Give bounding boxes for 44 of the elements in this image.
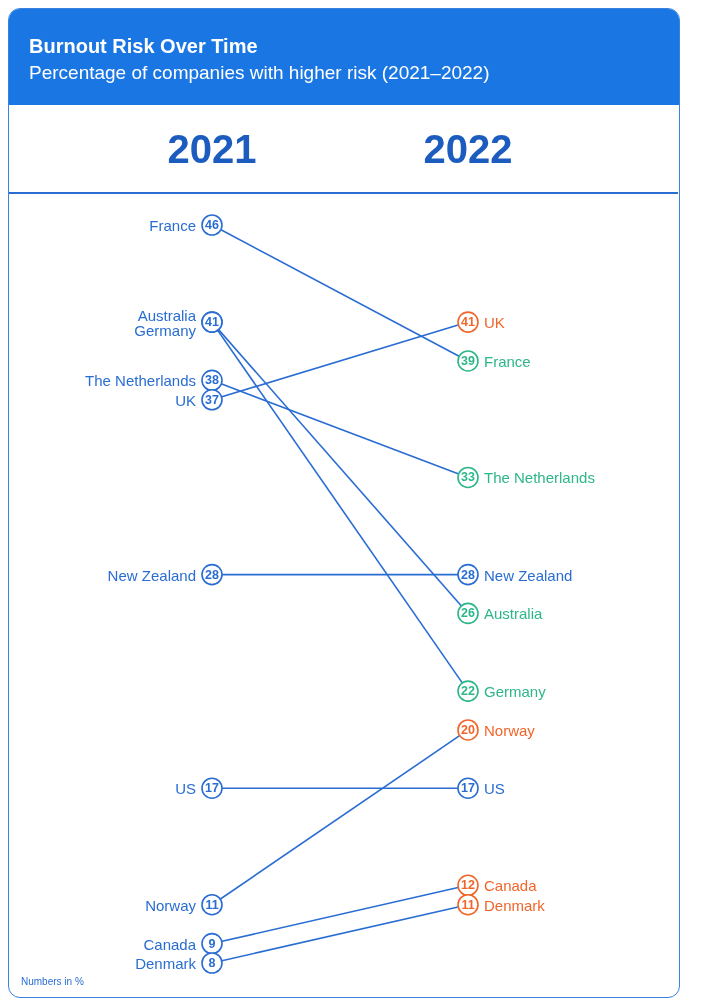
text: New Zealand [107, 566, 196, 584]
text: France [149, 216, 196, 234]
data-label: 11 [205, 897, 219, 912]
series-label: Canada [484, 876, 538, 894]
text: Australia [137, 306, 196, 324]
series-label: UK [484, 313, 505, 331]
data-label: 26 [461, 606, 475, 621]
data-label: 41 [461, 315, 475, 330]
text: UK [175, 391, 196, 409]
series-label: The Netherlands [484, 468, 595, 486]
data-label: 41 [205, 315, 219, 330]
data-label: 8 [208, 956, 216, 970]
data-label: 39 [461, 353, 475, 368]
data-label: 46 [205, 218, 219, 232]
x-tick-label: 2022 [423, 127, 513, 171]
text: Numbers in % [21, 976, 84, 987]
text: Canada [143, 935, 196, 953]
chart-title: Burnout Risk Over Time [29, 34, 259, 59]
chart-subtitle: Percentage of companies with higher risk (2021–2022) [29, 61, 491, 85]
text: Norway [145, 896, 196, 914]
text: US [175, 779, 196, 797]
series-label: New Zealand [484, 566, 573, 584]
series-label: Denmark [484, 896, 546, 914]
text: Germany [134, 321, 196, 339]
data-label: 12 [461, 878, 475, 893]
series-label: France [484, 352, 531, 370]
data-label: 33 [461, 470, 475, 485]
series-label: US [484, 779, 505, 797]
data-label: 28 [461, 567, 475, 582]
data-label: 17 [205, 781, 219, 796]
series-label: Norway [484, 721, 536, 739]
data-label: 38 [205, 373, 219, 388]
data-label: 28 [205, 567, 219, 582]
series-label: Australia [484, 604, 544, 622]
series-label: Germany [484, 682, 547, 700]
data-label: 9 [208, 936, 216, 951]
x-tick-label: 2021 [167, 127, 257, 171]
data-label: 22 [461, 684, 475, 699]
text: Denmark [135, 954, 196, 972]
data-label: 37 [205, 392, 219, 407]
data-label: 17 [461, 781, 475, 796]
text: The Netherlands [85, 371, 196, 389]
data-label: 20 [461, 722, 475, 737]
data-label: 11 [461, 897, 475, 912]
